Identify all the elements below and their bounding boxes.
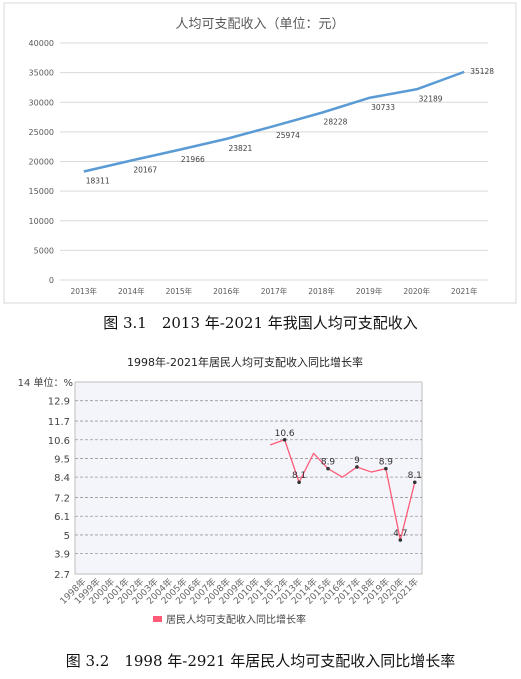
chart1-y-tick-label: 15000 <box>29 187 54 196</box>
chart2-y-tick-label: 10.6 <box>48 436 70 447</box>
chart1-data-label: 23821 <box>228 144 252 153</box>
chart1-data-label: 18311 <box>86 177 110 186</box>
growth-chart: 1998年-2021年居民人均可支配收入同比增长率 14 单位：% 2.7 3.9 5 6… <box>0 340 521 640</box>
chart1-y-tick-label: 40000 <box>29 39 54 48</box>
chart1-y-tick-label: 5000 <box>34 246 54 255</box>
chart2-series-line <box>269 439 416 541</box>
chart2-y-tick-label: 9.5 <box>54 454 70 465</box>
chart1-title: 人均可支配收入（单位：元） <box>175 17 344 32</box>
chart1-x-tick-label: 2015年 <box>166 286 193 296</box>
chart1-frame <box>3 2 517 304</box>
chart2-data-point <box>398 538 403 542</box>
income-chart: 人均可支配收入（单位：元） 0 5000 10000 15000 20000 25000 30… <box>0 0 521 305</box>
chart1-x-tick-label: 2013年 <box>70 286 97 296</box>
chart1-x-tick-label: 2014年 <box>118 286 145 296</box>
chart2-title: 1998年-2021年居民人均可支配收入同比增长率 <box>127 355 363 369</box>
chart1-y-tick-label: 10000 <box>29 217 54 226</box>
chart2-y-tick-label: 8.4 <box>54 473 70 484</box>
chart2-y-tick-label: 12.9 <box>48 397 70 408</box>
chart2-data-point <box>326 466 330 471</box>
chart2-plot-area <box>74 381 423 575</box>
chart1-x-tick-label: 2019年 <box>356 286 383 296</box>
chart1-x-tick-label: 2021年 <box>451 286 478 296</box>
chart1-x-tick-label: 2016年 <box>213 286 240 296</box>
chart2-data-point <box>412 480 417 485</box>
chart2-data-label: 10.6 <box>275 429 295 439</box>
chart1-y-tick-label: 20000 <box>29 158 54 167</box>
chart2-legend-swatch <box>153 616 162 622</box>
chart2-data-label: 8.9 <box>379 458 394 468</box>
chart2-data-label: 8.1 <box>292 471 306 481</box>
chart1-y-tick-label: 30000 <box>29 98 54 107</box>
chart2-data-point <box>282 437 287 442</box>
chart1-data-label: 25974 <box>276 131 300 140</box>
chart1-data-label: 35128 <box>470 67 494 76</box>
chart1-x-tick-label: 2018年 <box>308 286 335 296</box>
chart1-data-label: 20167 <box>133 166 157 175</box>
figure-caption-2: 图 3.2 1998 年-2921 年居民人均可支配收入同比增长率 <box>65 652 456 670</box>
chart1-x-tick-label: 2020年 <box>403 286 430 296</box>
chart2-y-tick-label: 7.2 <box>54 494 70 505</box>
chart2-y-tick-label: 2.7 <box>54 570 70 581</box>
chart2-y-tick-label: 11.7 <box>48 417 70 428</box>
chart1-data-label: 28228 <box>324 118 348 127</box>
chart1-x-tick-label: 2017年 <box>261 286 288 296</box>
chart2-data-point <box>297 480 301 485</box>
figure-caption-1: 图 3.1 2013 年-2021 年我国人均可支配收入 <box>103 314 418 332</box>
chart2-unit-label: 14 单位：% <box>18 376 73 389</box>
chart1-y-tick-label: 35000 <box>29 69 54 78</box>
chart2-data-label: 8.1 <box>408 471 422 481</box>
income-chart-svg: 人均可支配收入（单位：元） 0 5000 10000 15000 20000 25000 30… <box>3 2 517 304</box>
chart2-y-tick-label: 5 <box>64 531 70 542</box>
chart2-y-tick-label: 6.1 <box>54 512 70 523</box>
chart1-y-tick-label: 25000 <box>29 128 54 137</box>
chart2-data-point <box>355 465 359 469</box>
chart2-data-point <box>384 466 388 471</box>
chart1-data-label: 30733 <box>371 103 395 112</box>
growth-chart-svg: 1998年-2021年居民人均可支配收入同比增长率 14 单位：% 2.7 3.9 5 6… <box>18 355 423 626</box>
chart2-data-label: 9 <box>354 456 360 466</box>
chart1-data-label: 21966 <box>181 155 205 164</box>
chart2-legend-label: 居民人均可支配收入同比增长率 <box>166 613 306 626</box>
chart2-y-tick-label: 3.9 <box>54 550 70 561</box>
chart1-y-tick-label: 0 <box>49 276 54 285</box>
chart1-data-label: 32189 <box>419 94 443 103</box>
chart1-series-line <box>83 70 465 173</box>
chart2-data-label: 4.7 <box>393 529 407 539</box>
chart2-data-label: 8.9 <box>321 458 336 468</box>
